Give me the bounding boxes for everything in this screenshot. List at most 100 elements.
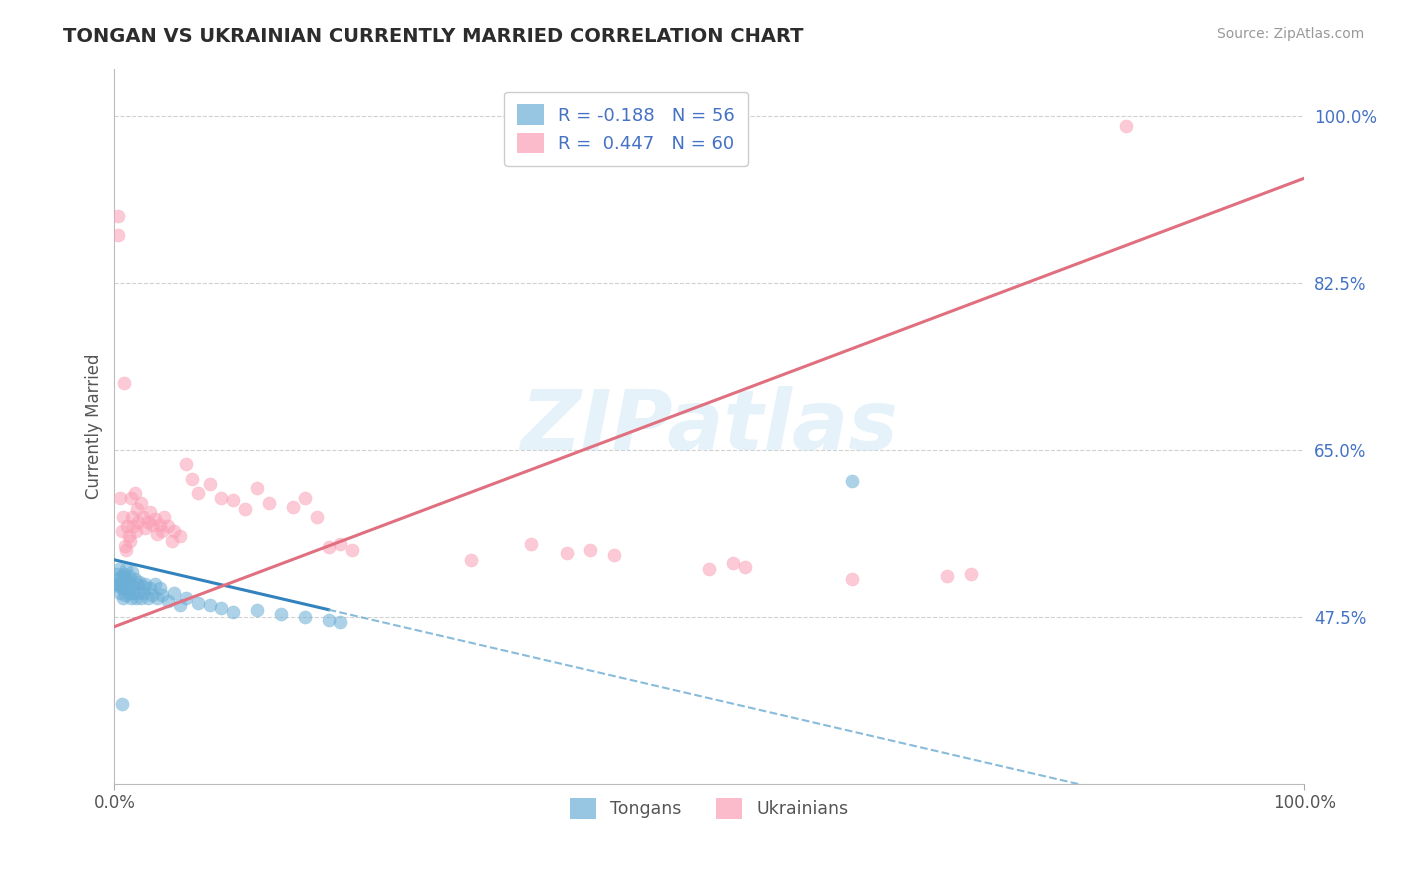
Point [721, 556, 744, 570]
Point [150, 588, 173, 602]
Point [110, 576, 132, 591]
Point [841, 572, 863, 586]
Point [118, 533, 141, 548]
Point [211, 600, 233, 615]
Point [141, 517, 163, 532]
Point [118, 569, 141, 583]
Point [129, 495, 152, 509]
Point [198, 598, 221, 612]
Point [125, 524, 148, 539]
Point [112, 567, 135, 582]
Point [329, 615, 352, 629]
Point [246, 603, 269, 617]
Point [187, 596, 209, 610]
Point [318, 541, 340, 555]
Point [129, 591, 152, 605]
Point [153, 510, 176, 524]
Point [579, 543, 602, 558]
Point [122, 519, 145, 533]
Point [149, 517, 172, 532]
Point [143, 576, 166, 591]
Point [520, 536, 543, 550]
Point [111, 574, 134, 589]
Point [107, 210, 129, 224]
Point [110, 524, 132, 539]
Point [124, 486, 146, 500]
Point [115, 543, 138, 558]
Text: Source: ZipAtlas.com: Source: ZipAtlas.com [1216, 27, 1364, 41]
Point [169, 529, 191, 543]
Point [294, 491, 316, 505]
Point [143, 512, 166, 526]
Legend: Tongans, Ukrainians: Tongans, Ukrainians [564, 791, 855, 825]
Point [211, 491, 233, 505]
Point [960, 567, 983, 582]
Point [174, 591, 197, 605]
Point [150, 524, 173, 539]
Point [128, 574, 150, 589]
Point [132, 510, 155, 524]
Y-axis label: Currently Married: Currently Married [86, 353, 103, 499]
Point [111, 510, 134, 524]
Point [104, 576, 127, 591]
Point [124, 572, 146, 586]
Point [107, 228, 129, 243]
Point [936, 569, 959, 583]
Point [114, 539, 136, 553]
Point [134, 576, 156, 591]
Point [134, 521, 156, 535]
Point [107, 572, 129, 586]
Point [169, 598, 191, 612]
Point [122, 586, 145, 600]
Point [318, 613, 340, 627]
Point [117, 519, 139, 533]
Point [342, 543, 364, 558]
Point [198, 476, 221, 491]
Point [118, 574, 141, 589]
Point [139, 582, 162, 596]
Point [233, 502, 256, 516]
Point [120, 491, 142, 505]
Point [118, 529, 141, 543]
Point [146, 527, 169, 541]
Point [141, 588, 163, 602]
Point [121, 566, 143, 580]
Point [136, 515, 159, 529]
Point [246, 481, 269, 495]
Point [125, 591, 148, 605]
Point [139, 505, 162, 519]
Point [841, 474, 863, 488]
Point [460, 553, 482, 567]
Text: ZIPatlas: ZIPatlas [520, 386, 898, 467]
Point [118, 586, 141, 600]
Point [555, 546, 578, 560]
Point [281, 500, 304, 515]
Point [121, 510, 143, 524]
Point [114, 572, 136, 586]
Point [115, 562, 138, 576]
Point [127, 586, 149, 600]
Point [163, 524, 186, 539]
Point [222, 605, 245, 619]
Point [156, 519, 179, 533]
Point [121, 579, 143, 593]
Point [110, 582, 132, 596]
Point [329, 536, 352, 550]
Point [114, 588, 136, 602]
Point [108, 579, 131, 593]
Point [163, 586, 186, 600]
Point [125, 576, 148, 591]
Point [697, 562, 720, 576]
Point [115, 576, 138, 591]
Point [112, 376, 135, 391]
Point [120, 591, 142, 605]
Point [180, 472, 202, 486]
Point [1115, 119, 1137, 133]
Point [603, 548, 626, 562]
Point [294, 610, 316, 624]
Point [146, 591, 169, 605]
Point [110, 491, 132, 505]
Point [222, 492, 245, 507]
Point [174, 458, 197, 472]
Point [132, 579, 155, 593]
